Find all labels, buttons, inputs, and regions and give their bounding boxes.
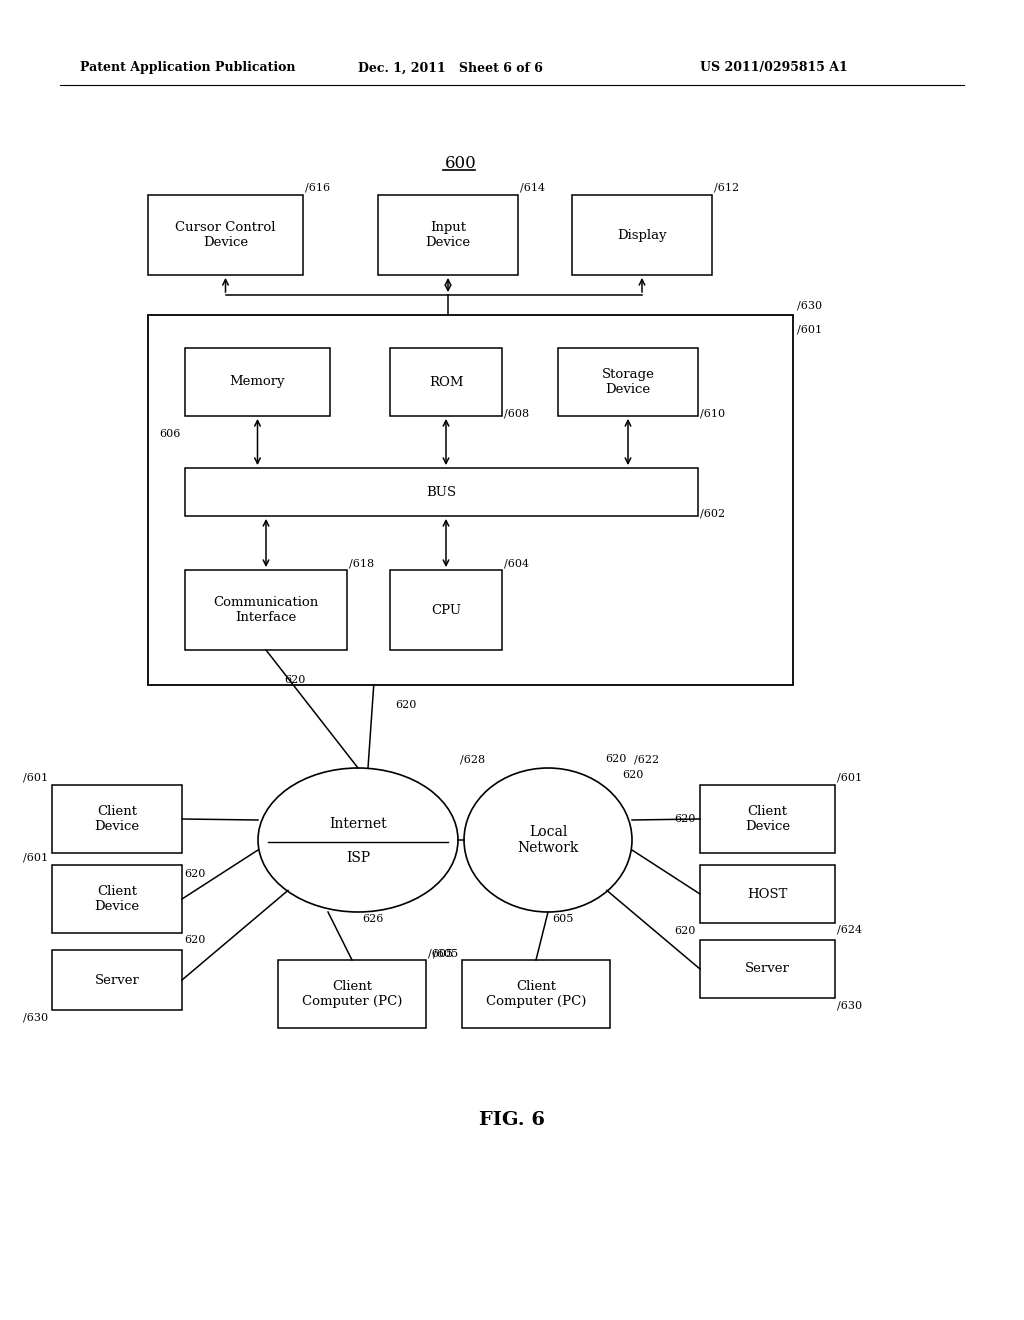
Text: /630: /630 xyxy=(23,1012,48,1022)
Text: Dec. 1, 2011   Sheet 6 of 6: Dec. 1, 2011 Sheet 6 of 6 xyxy=(358,62,543,74)
Text: Client
Device: Client Device xyxy=(744,805,791,833)
Text: Internet: Internet xyxy=(329,817,387,832)
Text: Memory: Memory xyxy=(229,375,286,388)
Text: /628: /628 xyxy=(460,754,485,764)
Text: Client
Computer (PC): Client Computer (PC) xyxy=(302,979,402,1008)
Bar xyxy=(185,348,330,416)
Text: Client
Computer (PC): Client Computer (PC) xyxy=(485,979,586,1008)
Bar xyxy=(558,348,698,416)
Text: 620: 620 xyxy=(605,754,627,764)
Text: Server: Server xyxy=(94,974,139,986)
Bar xyxy=(572,195,712,275)
Bar xyxy=(390,570,502,649)
Bar xyxy=(52,950,182,1010)
Bar xyxy=(700,785,835,853)
Bar xyxy=(462,960,610,1028)
Text: /602: /602 xyxy=(700,508,725,517)
Text: /601: /601 xyxy=(23,774,48,783)
Text: CPU: CPU xyxy=(431,603,461,616)
Text: Server: Server xyxy=(745,962,790,975)
Bar xyxy=(390,348,502,416)
Text: /601: /601 xyxy=(23,853,48,863)
Text: US 2011/0295815 A1: US 2011/0295815 A1 xyxy=(700,62,848,74)
Bar xyxy=(185,469,698,516)
Text: Patent Application Publication: Patent Application Publication xyxy=(80,62,296,74)
Text: 626: 626 xyxy=(362,913,383,924)
Text: 605: 605 xyxy=(552,913,573,924)
Bar xyxy=(148,315,793,685)
Text: /630: /630 xyxy=(797,301,822,312)
Text: 620: 620 xyxy=(395,700,417,710)
Text: /624: /624 xyxy=(837,925,862,935)
Text: Client
Device: Client Device xyxy=(94,805,139,833)
Text: /622: /622 xyxy=(634,754,659,764)
Bar xyxy=(185,570,347,649)
Text: 620: 620 xyxy=(675,814,696,824)
Text: /608: /608 xyxy=(504,408,529,418)
Text: /612: /612 xyxy=(714,183,739,193)
Bar xyxy=(148,195,303,275)
Text: Client
Device: Client Device xyxy=(94,884,139,913)
Text: 620: 620 xyxy=(284,675,305,685)
Text: 620: 620 xyxy=(184,869,206,879)
Bar xyxy=(52,785,182,853)
Bar xyxy=(278,960,426,1028)
Bar xyxy=(52,865,182,933)
Text: BUS: BUS xyxy=(426,486,457,499)
Bar xyxy=(700,865,835,923)
Bar xyxy=(378,195,518,275)
Text: FIG. 6: FIG. 6 xyxy=(479,1111,545,1129)
Text: /616: /616 xyxy=(305,183,330,193)
Bar xyxy=(700,940,835,998)
Text: HOST: HOST xyxy=(748,887,787,900)
Text: /618: /618 xyxy=(349,558,374,568)
Text: 620: 620 xyxy=(184,935,206,945)
Ellipse shape xyxy=(464,768,632,912)
Text: Local
Network: Local Network xyxy=(517,825,579,855)
Text: 600: 600 xyxy=(445,154,477,172)
Text: Communication
Interface: Communication Interface xyxy=(213,597,318,624)
Text: Display: Display xyxy=(617,228,667,242)
Text: Storage
Device: Storage Device xyxy=(601,368,654,396)
Text: 620: 620 xyxy=(675,927,696,936)
Text: /604: /604 xyxy=(504,558,529,568)
Text: ROM: ROM xyxy=(429,375,463,388)
Text: /630: /630 xyxy=(837,1001,862,1010)
Text: 606: 606 xyxy=(160,429,181,440)
Text: /605: /605 xyxy=(433,948,458,958)
Text: Input
Device: Input Device xyxy=(425,220,471,249)
Ellipse shape xyxy=(258,768,458,912)
Text: /610: /610 xyxy=(700,408,725,418)
Text: /601: /601 xyxy=(837,774,862,783)
Text: /614: /614 xyxy=(520,183,545,193)
Text: Cursor Control
Device: Cursor Control Device xyxy=(175,220,275,249)
Text: 620: 620 xyxy=(622,770,643,780)
Text: /601: /601 xyxy=(797,325,822,335)
Text: ISP: ISP xyxy=(346,851,370,865)
Text: /605: /605 xyxy=(428,948,454,958)
